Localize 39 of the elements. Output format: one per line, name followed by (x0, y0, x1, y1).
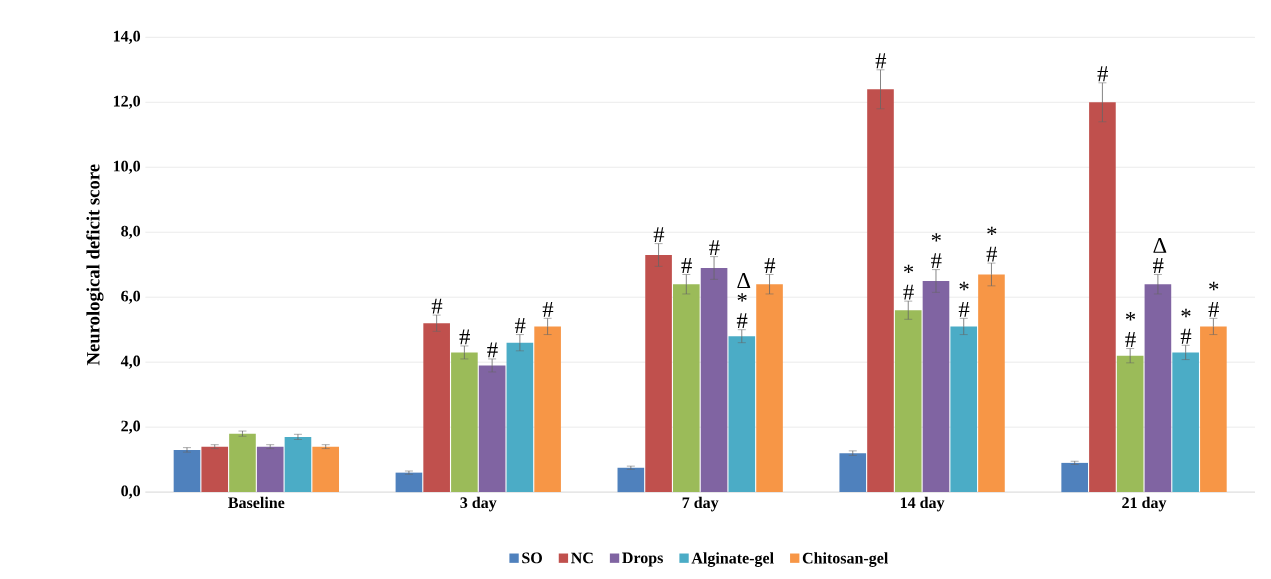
data-label: # (487, 342, 498, 358)
data-label: Δ # (1152, 237, 1167, 273)
data-label: * # (958, 281, 970, 317)
y-tick-label: 6,0 (121, 290, 141, 304)
y-tick-label: 0,0 (121, 485, 141, 499)
legend-label: Drops (622, 552, 663, 567)
data-label: # (542, 301, 554, 317)
legend-label: SO (522, 552, 542, 564)
legend-label: NC (571, 552, 593, 564)
y-axis-title: Neurological deficit score (86, 164, 104, 366)
data-label: # (709, 240, 720, 256)
x-tick-label: 14 day (900, 496, 945, 512)
y-tick-label: 2,0 (121, 420, 141, 434)
data-label: * # (931, 233, 942, 269)
data-label: * # (903, 264, 914, 300)
data-label: # (431, 298, 443, 314)
data-label: # (764, 258, 776, 273)
x-tick-label: 3 day (460, 496, 497, 512)
data-label: Δ * # (736, 273, 751, 329)
y-tick-label: 8,0 (121, 225, 141, 239)
y-tick-label: 12,0 (113, 95, 141, 109)
y-tick-label: 14,0 (113, 30, 141, 44)
data-label: # (1097, 66, 1109, 82)
data-label: # (653, 227, 665, 243)
legend-label: Chitosan-gel (802, 552, 889, 568)
data-label: * # (1180, 308, 1192, 344)
data-label: # (875, 53, 887, 69)
legend-label: Alginate-gel (691, 552, 774, 568)
y-tick-label: 4,0 (120, 355, 141, 369)
x-tick-label: 21 day (1122, 496, 1167, 512)
x-tick-label: Baseline (228, 496, 285, 509)
data-label: * # (1125, 312, 1136, 348)
data-label: * # (1208, 281, 1219, 317)
data-label: * # (986, 226, 998, 262)
data-label: # (681, 258, 692, 273)
data-label: # (514, 318, 526, 334)
x-tick-label: 7 day (682, 496, 719, 512)
y-tick-label: 10,0 (113, 160, 141, 174)
data-label: # (459, 329, 470, 345)
